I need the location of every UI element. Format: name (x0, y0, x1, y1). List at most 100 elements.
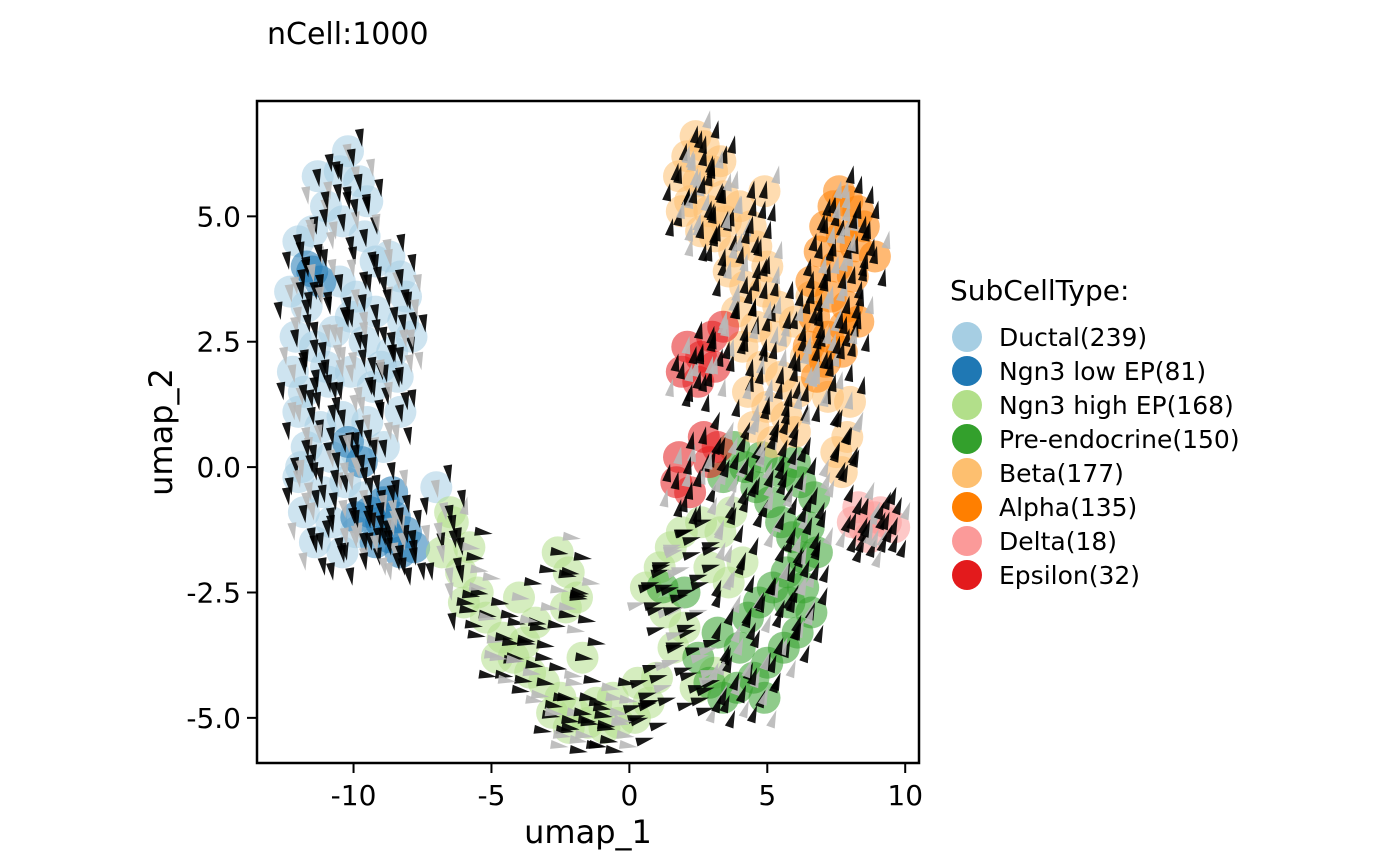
velocity-arrow (354, 419, 364, 438)
velocity-arrow (540, 602, 559, 611)
velocity-arrow (573, 707, 592, 717)
velocity-arrow (382, 289, 392, 308)
velocity-arrow (419, 497, 429, 516)
velocity-arrow (722, 544, 733, 563)
velocity-arrow (425, 562, 435, 581)
velocity-arrow (739, 275, 749, 295)
velocity-arrow (859, 250, 869, 270)
y-tick-label: -2.5 (186, 576, 241, 609)
velocity-arrow (345, 472, 355, 491)
velocity-arrow (811, 403, 820, 423)
velocity-arrow (684, 612, 704, 622)
velocity-arrow (457, 489, 466, 509)
velocity-arrow (766, 710, 777, 729)
velocity-arrow (676, 624, 696, 634)
velocity-arrow (389, 306, 399, 325)
velocity-arrow (696, 687, 715, 697)
velocity-arrow (744, 574, 755, 594)
velocity-arrow (688, 185, 698, 204)
velocity-arrow (619, 694, 638, 704)
velocity-arrow (406, 329, 415, 348)
velocity-arrow (758, 343, 768, 362)
velocity-arrow (806, 456, 817, 476)
velocity-arrow (353, 331, 363, 351)
velocity-arrow (326, 514, 335, 534)
velocity-arrow (838, 464, 849, 483)
velocity-arrow (841, 295, 851, 315)
legend-label: Ngn3 high EP(168) (999, 391, 1234, 420)
velocity-arrow (793, 471, 804, 491)
velocity-arrow (707, 205, 717, 225)
velocity-arrow (786, 446, 798, 466)
x-tick-label: 10 (887, 779, 923, 812)
velocity-arrow (711, 589, 722, 609)
velocity-arrow (523, 577, 543, 586)
velocity-arrow (740, 421, 751, 441)
velocity-arrow (717, 378, 727, 398)
velocity-arrow (853, 175, 863, 194)
velocity-arrow (661, 660, 680, 669)
velocity-arrow (702, 640, 722, 649)
velocity-arrow (721, 210, 731, 230)
velocity-arrow (588, 697, 608, 707)
velocity-arrow (791, 534, 802, 553)
velocity-arrow (777, 439, 788, 458)
velocity-arrow (371, 319, 381, 338)
velocity-arrow (754, 366, 764, 385)
velocity-arrow (823, 351, 833, 370)
velocity-arrow (284, 284, 294, 303)
velocity-arrow (328, 221, 338, 240)
velocity-arrow (771, 609, 782, 629)
velocity-arrow (771, 265, 780, 285)
velocity-arrow (778, 562, 789, 581)
velocity-arrow (326, 426, 335, 446)
velocity-arrow (313, 243, 323, 263)
velocity-arrow (746, 180, 756, 199)
velocity-arrow (695, 220, 705, 240)
velocity-arrow (281, 251, 291, 270)
velocity-arrow (766, 431, 777, 451)
velocity-arrow (394, 268, 404, 288)
velocity-arrow (394, 507, 404, 526)
velocity-arrow (717, 315, 727, 335)
velocity-arrow (640, 582, 660, 591)
velocity-arrow (679, 672, 698, 682)
velocity-arrow (359, 489, 368, 509)
velocity-arrow (715, 657, 726, 676)
velocity-arrow (299, 349, 309, 368)
velocity-arrow (682, 537, 701, 546)
velocity-arrow (418, 314, 428, 333)
velocity-arrow (805, 270, 815, 290)
velocity-arrow (408, 311, 418, 330)
velocity-arrow (295, 281, 305, 300)
velocity-arrow (856, 376, 866, 395)
velocity-arrow (733, 637, 744, 656)
velocity-arrow (782, 489, 793, 508)
velocity-arrow (284, 477, 294, 496)
velocity-arrow (594, 709, 613, 719)
velocity-arrow (820, 290, 830, 310)
velocity-arrow (785, 659, 796, 679)
velocity-arrow (670, 471, 680, 490)
velocity-arrow (887, 534, 898, 553)
velocity-arrow (533, 724, 552, 734)
velocity-arrow (298, 552, 308, 571)
velocity-arrow (348, 351, 357, 371)
velocity-arrow (763, 469, 774, 488)
velocity-arrow (452, 557, 462, 576)
velocity-arrow (822, 526, 833, 546)
velocity-arrow (400, 391, 410, 411)
velocity-arrow (539, 564, 558, 574)
velocity-arrow (577, 614, 597, 624)
velocity-arrow (665, 642, 685, 652)
velocity-arrow (700, 393, 710, 413)
x-axis: -10 -5 0 5 10 (331, 763, 923, 812)
velocity-arrow (881, 230, 891, 250)
velocity-arrow (804, 366, 814, 385)
velocity-arrow (844, 363, 854, 383)
velocity-arrow (313, 424, 323, 443)
velocity-arrow (733, 524, 744, 543)
velocity-arrow (684, 238, 694, 257)
velocity-arrow (727, 436, 738, 456)
